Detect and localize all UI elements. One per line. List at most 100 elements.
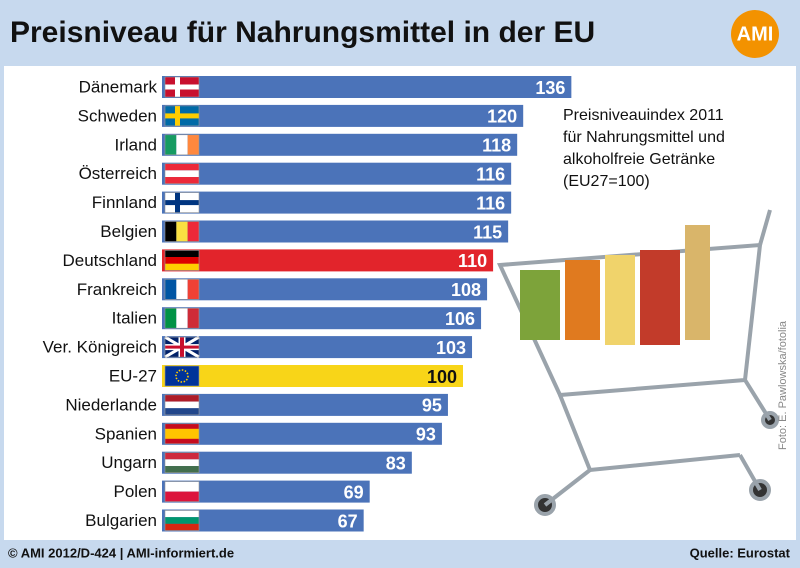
bar — [162, 307, 482, 330]
annotation: alkoholfreie Getränke — [563, 151, 715, 168]
flag-border — [164, 192, 200, 213]
value-label: 120 — [487, 107, 517, 127]
value-label: 136 — [535, 78, 565, 98]
flag-part — [175, 369, 189, 383]
flag-part — [165, 177, 199, 184]
value-label: 116 — [476, 193, 505, 213]
footer-right: Quelle: Eurostat — [690, 545, 791, 560]
flag-part — [165, 491, 199, 502]
category-label: Polen — [114, 482, 157, 501]
flag-part — [165, 200, 199, 206]
flag — [164, 307, 200, 329]
flag-part — [165, 517, 199, 524]
bar — [162, 76, 572, 98]
flag-border — [164, 221, 200, 242]
flag-part — [165, 345, 199, 349]
value-label: 110 — [458, 251, 487, 271]
flag-border — [164, 452, 200, 474]
flag-part — [176, 279, 188, 300]
flag-part — [187, 221, 199, 242]
bar — [162, 422, 442, 445]
flag-border — [164, 307, 200, 329]
flag — [164, 365, 200, 387]
flag-part — [165, 523, 199, 531]
flag-border — [164, 510, 200, 531]
flag-part — [165, 163, 199, 171]
flag — [164, 250, 200, 271]
flag-part — [165, 452, 199, 460]
flag-border — [164, 423, 200, 445]
bar — [162, 133, 518, 156]
value-label: 100 — [427, 367, 457, 387]
flag-part — [187, 134, 199, 155]
photo-credit: Foto: E. Pawlowska/fotolia — [777, 320, 789, 450]
category-label: Bulgarien — [85, 511, 157, 530]
bar — [162, 451, 412, 474]
chart-title: Preisniveau für Nahrungsmittel in der EU — [10, 16, 595, 49]
flag-part — [176, 308, 188, 329]
flag — [164, 278, 200, 300]
value-label: 106 — [445, 309, 475, 329]
flag — [164, 134, 200, 156]
flag-part — [165, 134, 177, 155]
flag-part — [165, 366, 199, 386]
flag — [164, 163, 200, 184]
flag — [164, 481, 200, 502]
flag-part — [187, 279, 199, 300]
category-label: Deutschland — [62, 251, 157, 270]
flag-border — [164, 163, 200, 184]
flag-part — [176, 134, 188, 155]
category-label: EU-27 — [109, 366, 157, 385]
flag-part — [165, 401, 199, 409]
bar — [162, 509, 364, 532]
flag — [164, 394, 200, 416]
bar — [162, 191, 512, 214]
flag-part — [165, 466, 199, 473]
category-label: Italien — [112, 309, 157, 328]
groceries — [520, 225, 710, 345]
flag-part — [165, 170, 199, 178]
flag-border — [164, 105, 200, 127]
category-label: Österreich — [79, 164, 157, 183]
flag-border — [164, 394, 200, 416]
annotation: Preisniveauindex 2011 — [563, 107, 724, 124]
bar — [162, 336, 473, 359]
category-label: Spanien — [95, 424, 157, 443]
value-label: 93 — [416, 425, 436, 445]
bar — [162, 220, 509, 243]
flag — [164, 76, 200, 98]
flag-part — [165, 257, 199, 264]
flag-part — [165, 510, 199, 518]
category-label: Schweden — [78, 106, 157, 125]
category-label: Ungarn — [101, 453, 157, 472]
flag-part — [165, 308, 177, 329]
footer-left: © AMI 2012/D-424 | AMI-informiert.de — [8, 545, 234, 560]
category-label: Belgien — [100, 222, 157, 241]
bar — [162, 162, 512, 185]
annotation: (EU27=100) — [563, 173, 650, 190]
flag-part — [165, 279, 177, 300]
flag-part — [165, 428, 199, 439]
value-label: 103 — [436, 338, 466, 358]
logo-circle — [731, 10, 779, 58]
value-label: 115 — [473, 222, 502, 242]
flag-part — [165, 221, 177, 242]
bar — [162, 104, 524, 127]
flag-border — [164, 250, 200, 271]
category-label: Finnland — [92, 193, 157, 212]
value-label: 108 — [451, 280, 481, 300]
flag — [164, 105, 200, 127]
flag — [164, 423, 200, 445]
flag-part — [176, 221, 188, 242]
flag — [164, 510, 200, 531]
flag-part — [165, 459, 199, 467]
bar — [162, 249, 494, 272]
flag-part — [165, 481, 199, 492]
flag-part — [165, 113, 199, 119]
value-label: 69 — [344, 482, 364, 502]
bar — [162, 365, 463, 387]
flag-part — [165, 408, 199, 415]
value-label: 116 — [476, 164, 505, 184]
flag-border — [164, 336, 200, 358]
flag-border — [164, 134, 200, 156]
